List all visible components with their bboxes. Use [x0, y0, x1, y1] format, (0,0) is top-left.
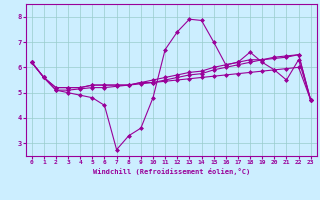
X-axis label: Windchill (Refroidissement éolien,°C): Windchill (Refroidissement éolien,°C): [92, 168, 250, 175]
